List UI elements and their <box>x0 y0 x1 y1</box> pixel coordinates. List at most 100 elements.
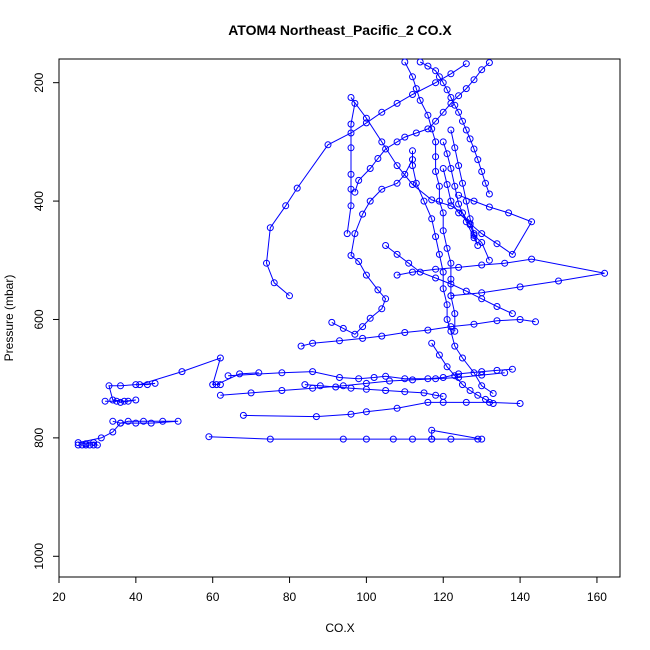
data-point <box>374 155 382 162</box>
data-point <box>470 145 478 153</box>
data-point <box>347 144 355 152</box>
data-point <box>351 99 359 107</box>
data-point <box>428 435 436 443</box>
data-point <box>409 435 416 443</box>
data-point <box>459 179 466 187</box>
plot-area <box>74 58 609 449</box>
data-point <box>409 268 416 276</box>
data-point <box>74 439 82 447</box>
data-point <box>328 318 336 326</box>
data-point <box>382 295 390 303</box>
data-point <box>447 94 455 101</box>
data-point <box>447 275 455 283</box>
data-point <box>347 170 355 178</box>
data-point <box>459 354 466 362</box>
data-point <box>382 242 390 249</box>
data-point <box>374 286 382 294</box>
data-point <box>386 377 393 385</box>
data-point <box>478 289 486 297</box>
data-point <box>455 162 463 170</box>
series-18 <box>428 339 497 407</box>
series-10 <box>351 59 493 196</box>
data-point <box>362 379 370 387</box>
data-point <box>447 435 455 443</box>
series-line <box>442 168 533 256</box>
data-point <box>393 99 401 107</box>
x-axis-label: CO.X <box>325 621 354 635</box>
data-point <box>462 398 470 406</box>
data-point <box>74 441 82 449</box>
data-point <box>455 92 463 100</box>
data-point <box>485 190 493 198</box>
data-point <box>432 391 440 399</box>
data-point <box>424 326 432 334</box>
data-point <box>239 411 247 419</box>
y-axis-label: Pressure (mbar) <box>2 275 16 362</box>
data-point <box>347 202 355 210</box>
series-line <box>265 63 467 297</box>
data-point <box>324 141 332 149</box>
data-point <box>428 125 436 133</box>
x-tick-label: 40 <box>129 590 143 604</box>
data-point <box>401 375 409 383</box>
data-point <box>447 323 455 331</box>
x-tick-label: 20 <box>52 590 66 604</box>
data-point <box>378 138 386 146</box>
data-point <box>432 265 440 273</box>
data-point <box>455 209 463 217</box>
data-point <box>505 209 513 217</box>
data-point <box>105 382 113 390</box>
data-point <box>409 162 416 170</box>
data-point <box>362 119 370 127</box>
data-point <box>359 323 367 331</box>
data-point <box>416 268 424 276</box>
data-point <box>439 108 447 116</box>
data-point <box>136 381 144 389</box>
series-14 <box>439 165 536 258</box>
data-point <box>555 277 562 285</box>
data-point <box>424 398 432 406</box>
data-point <box>451 101 459 109</box>
data-point <box>224 372 232 380</box>
data-point <box>443 150 451 158</box>
data-point <box>601 269 609 277</box>
data-point <box>93 441 101 449</box>
data-point <box>478 382 486 390</box>
data-point <box>420 197 428 205</box>
data-point <box>447 70 455 78</box>
data-point <box>151 379 159 387</box>
series-line <box>397 258 605 297</box>
data-point <box>451 342 459 350</box>
data-point <box>432 138 440 146</box>
data-point <box>462 60 470 68</box>
data-point <box>401 133 409 141</box>
series-2 <box>101 354 263 406</box>
data-point <box>409 376 416 384</box>
data-point <box>355 258 363 265</box>
data-point <box>428 196 436 204</box>
data-point <box>528 218 536 226</box>
data-point <box>309 384 317 392</box>
series-line <box>78 420 179 446</box>
data-point <box>478 168 486 175</box>
data-point <box>474 435 482 443</box>
data-point <box>455 191 463 199</box>
series-5 <box>224 365 516 383</box>
data-point <box>401 170 409 178</box>
data-point <box>485 203 493 211</box>
series-9 <box>263 60 470 300</box>
data-point <box>455 263 463 271</box>
series-line <box>208 429 482 440</box>
data-point <box>90 441 98 449</box>
data-point <box>447 259 455 267</box>
data-point <box>447 126 455 134</box>
data-point <box>482 179 489 187</box>
series-line <box>346 97 490 261</box>
series-line <box>228 368 513 380</box>
data-point <box>293 184 301 192</box>
series-line <box>419 61 490 195</box>
data-point <box>347 129 355 137</box>
data-point <box>432 274 440 282</box>
series-15 <box>439 126 482 249</box>
x-tick-label: 60 <box>206 590 220 604</box>
